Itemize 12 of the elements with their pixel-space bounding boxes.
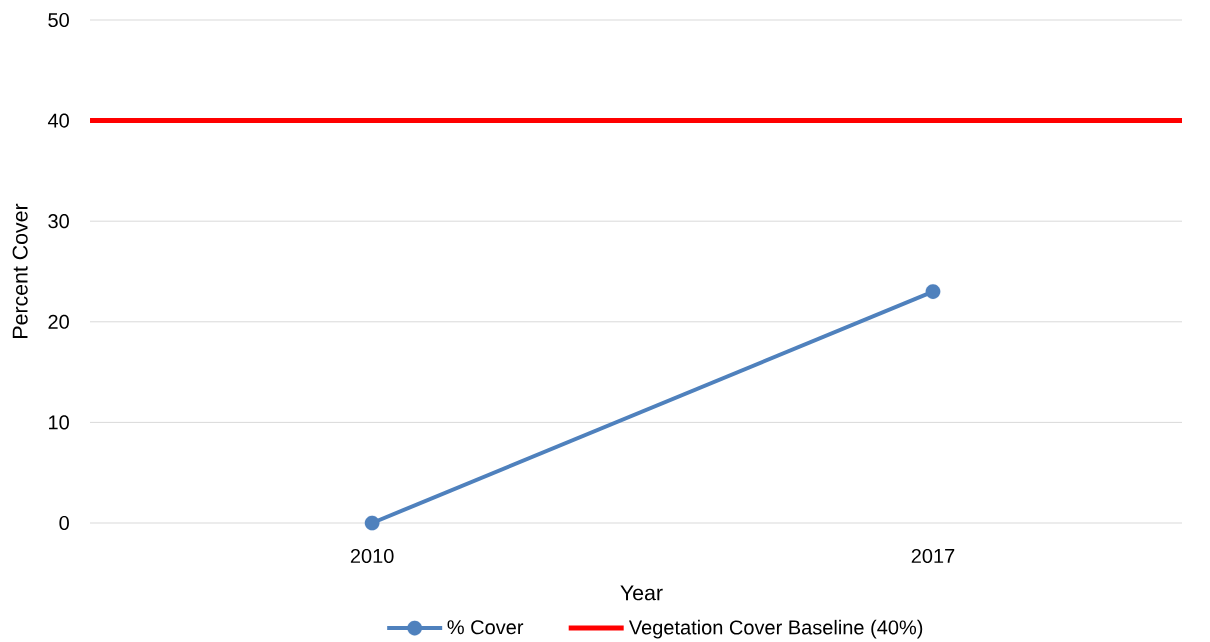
legend-label: % Cover xyxy=(447,620,524,635)
x-axis-title: Year xyxy=(620,585,663,601)
legend-label: Vegetation Cover Baseline (40%) xyxy=(628,619,923,639)
y-tick-label: 40 xyxy=(47,113,69,128)
y-tick-label: 30 xyxy=(48,214,69,229)
y-tick-label: 50 xyxy=(48,12,69,28)
y-tick-label: 0 xyxy=(59,515,69,531)
y-tick-label: 10 xyxy=(49,415,69,430)
y-axis-title: Percent Cover xyxy=(12,203,28,338)
x-tick-label: 2010 xyxy=(350,548,394,564)
x-tick-label: 2017 xyxy=(911,548,955,564)
y-tick-label: 20 xyxy=(48,314,69,329)
